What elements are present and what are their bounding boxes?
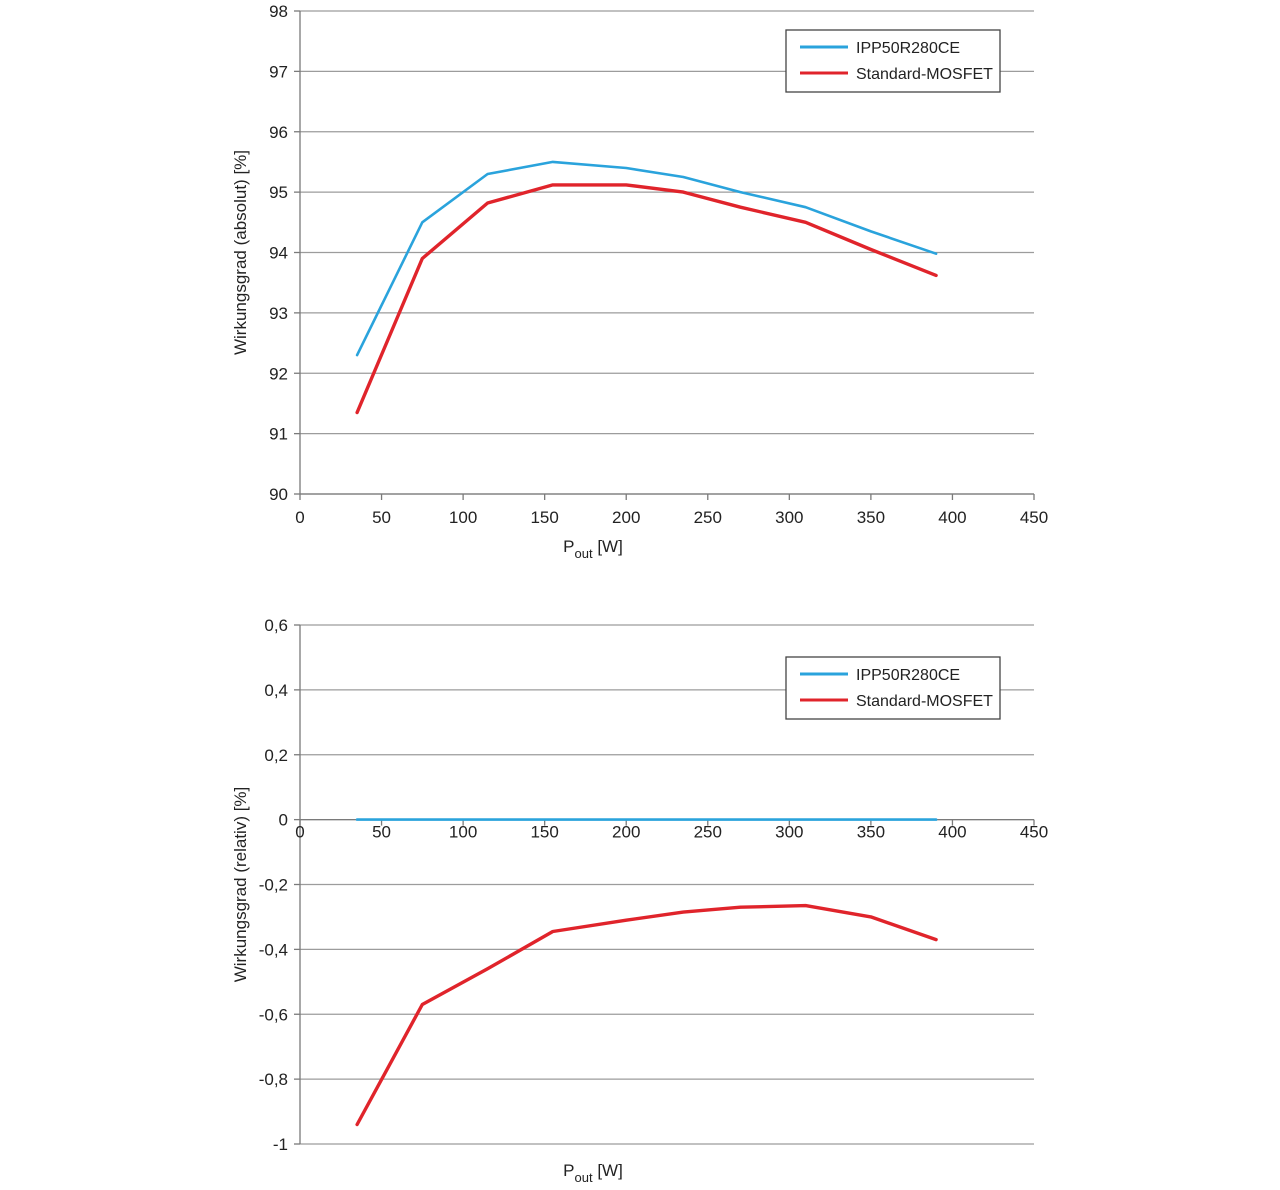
x-axis-title-unit: [W] bbox=[593, 537, 623, 556]
y-tick-label: -0,4 bbox=[259, 940, 288, 959]
x-tick-label: 350 bbox=[857, 823, 885, 842]
x-tick-label: 100 bbox=[449, 508, 477, 527]
y-tick-label: 98 bbox=[269, 2, 288, 21]
x-axis-title-subscript: out bbox=[575, 546, 593, 561]
x-tick-label: 250 bbox=[694, 508, 722, 527]
y-tick-label: 0 bbox=[279, 811, 288, 830]
x-tick-label: 50 bbox=[372, 823, 391, 842]
legend: IPP50R280CE Standard-MOSFET bbox=[785, 656, 1001, 720]
y-tick-label: -0,8 bbox=[259, 1070, 288, 1089]
x-tick-label: 300 bbox=[775, 823, 803, 842]
x-tick-label: 150 bbox=[530, 508, 558, 527]
x-tick-label: 200 bbox=[612, 508, 640, 527]
x-axis-title: Pout [W] bbox=[563, 1161, 623, 1185]
legend-label: Standard-MOSFET bbox=[856, 66, 993, 83]
x-tick-label: 450 bbox=[1020, 508, 1048, 527]
y-tick-label: 0,4 bbox=[264, 681, 288, 700]
chart-relative: -1 -0,8 -0,6 -0,4 -0,2 0 0,2 0,4 0,6 0 50 100 150 200… bbox=[231, 616, 1048, 1185]
legend: IPP50R280CE Standard-MOSFET bbox=[785, 29, 1001, 93]
y-tick-label: 96 bbox=[269, 123, 288, 142]
legend-label: Standard-MOSFET bbox=[856, 693, 993, 710]
x-axis-title-subscript: out bbox=[575, 1170, 593, 1185]
x-tick-label: 150 bbox=[530, 823, 558, 842]
x-axis-title-main: P bbox=[563, 1161, 574, 1180]
series-line-standard-mosfet bbox=[355, 183, 938, 415]
legend-box bbox=[785, 656, 1001, 720]
y-tick-label: 93 bbox=[269, 304, 288, 323]
x-tick-label: 250 bbox=[694, 823, 722, 842]
series-line-standard-mosfet bbox=[355, 903, 938, 1127]
y-tick-label: 97 bbox=[269, 62, 288, 81]
y-axis-title: Wirkungsgrad (absolut) [%] bbox=[231, 150, 250, 355]
y-tick-label: 90 bbox=[269, 485, 288, 504]
y-tick-label: 95 bbox=[269, 183, 288, 202]
x-tick-label: 300 bbox=[775, 508, 803, 527]
y-tick-label: -0,2 bbox=[259, 876, 288, 895]
x-tick-label: 100 bbox=[449, 823, 477, 842]
x-tick-label: 0 bbox=[295, 508, 304, 527]
y-axis-title: Wirkungsgrad (relativ) [%] bbox=[231, 787, 250, 983]
legend-box bbox=[785, 29, 1001, 93]
x-tick-label: 450 bbox=[1020, 823, 1048, 842]
x-tick-label: 400 bbox=[938, 508, 966, 527]
y-tick-label: 0,6 bbox=[264, 616, 288, 635]
series-line-ipp50r280ce bbox=[355, 160, 938, 357]
legend-label: IPP50R280CE bbox=[856, 40, 960, 57]
y-tick-label: 94 bbox=[269, 244, 288, 263]
x-tick-label: 0 bbox=[295, 823, 304, 842]
chart-absolute: 90 91 92 93 94 95 96 97 98 0 50 100 150 200 250 300 350 4… bbox=[231, 2, 1048, 561]
x-tick-label: 200 bbox=[612, 823, 640, 842]
y-tick-label: -0,6 bbox=[259, 1005, 288, 1024]
x-tick-label: 50 bbox=[372, 508, 391, 527]
x-axis-title: Pout [W] bbox=[563, 537, 623, 561]
y-tick-label: 0,2 bbox=[264, 746, 288, 765]
x-tick-label: 400 bbox=[938, 823, 966, 842]
y-tick-label: 91 bbox=[269, 425, 288, 444]
legend-label: IPP50R280CE bbox=[856, 667, 960, 684]
x-tick-label: 350 bbox=[857, 508, 885, 527]
x-axis-title-unit: [W] bbox=[593, 1161, 623, 1180]
y-tick-label: 92 bbox=[269, 364, 288, 383]
y-tick-label: -1 bbox=[273, 1135, 288, 1154]
x-axis-title-main: P bbox=[563, 537, 574, 556]
